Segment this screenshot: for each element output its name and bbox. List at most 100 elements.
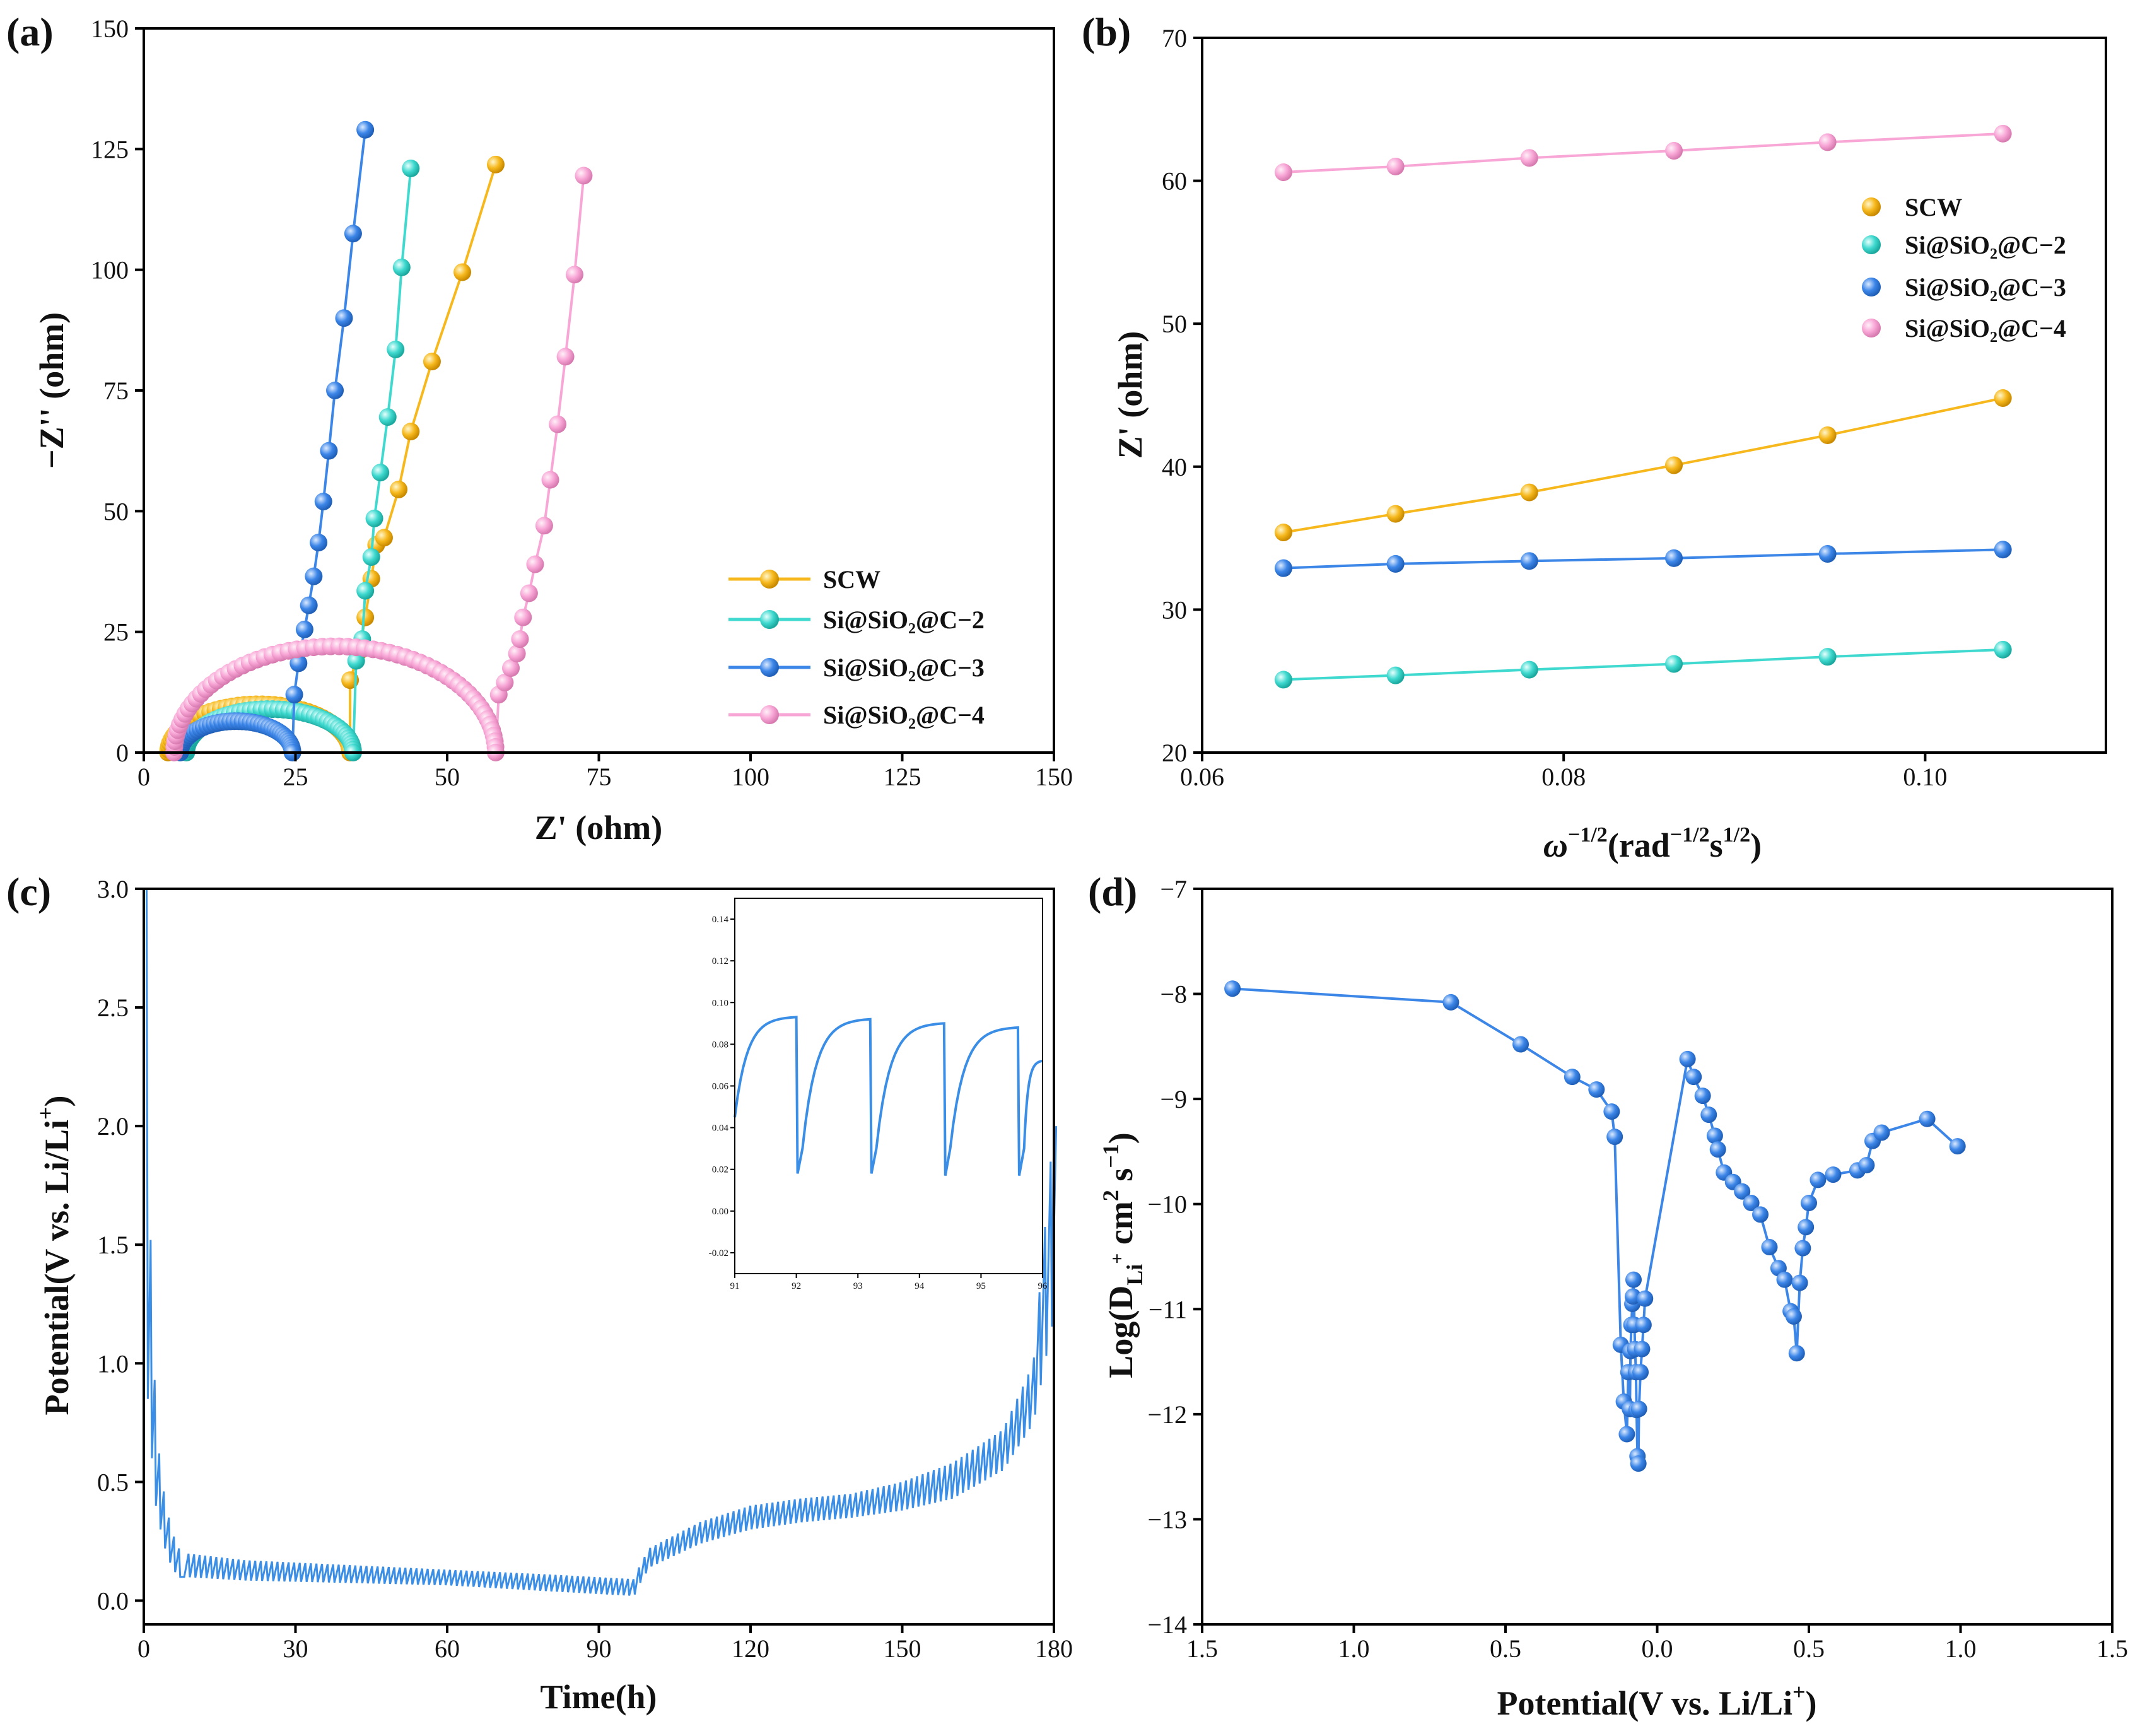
diffusion-point (1625, 1288, 1642, 1305)
gitt-inset-y-tick-label: -0.02 (709, 1248, 728, 1258)
diffusion-frame (1201, 888, 2114, 1626)
randles-y-tick-label: 60 (1162, 167, 1187, 196)
nyquist-y-tick-label: 0 (116, 739, 129, 767)
gitt-y-tick-label: 3.0 (97, 875, 129, 903)
gitt-inset-x-tick-label: 91 (730, 1281, 740, 1291)
diffusion-ticks: 1.5 1.0 0.5 0.0 0.5 1.0 1.5−14−13−12−11−10−9−8… (1147, 875, 2128, 1663)
gitt-inset-x-tick-label: 93 (853, 1281, 863, 1291)
nyquist-plot-area (159, 120, 593, 761)
randles-y-tick-label: 30 (1162, 595, 1187, 624)
randles-ticks: 0.06 0.08 0.10 20 30 40 50 60 70 (1162, 24, 1947, 791)
diffusion-point (1858, 1157, 1875, 1174)
nyquist-y-tick-label: 75 (103, 377, 129, 405)
diffusion-point (1635, 1317, 1652, 1334)
randles-point-scw (1386, 505, 1405, 523)
randles-y-tick-label: 70 (1162, 24, 1187, 52)
gitt-y-axis-title: Potential(V vs. Li/Li+) (33, 1095, 76, 1415)
randles-legend-label-scw: SCW (1905, 193, 1962, 221)
nyquist-y-tick-label: 100 (91, 256, 129, 284)
randles-series-line-si-sio-c-3 (1283, 548, 2003, 570)
gitt-x-tick-label: 150 (884, 1634, 921, 1663)
diffusion-x-sup: + (1792, 1679, 1806, 1704)
gitt-x-axis-title: Time(h) (541, 1678, 657, 1716)
diffusion-point (1606, 1129, 1623, 1146)
nyquist-point-si-sio-c-4 (526, 555, 544, 573)
randles-y-tick-label: 40 (1162, 453, 1187, 481)
randles-x-rad-sup: −1/2 (1670, 823, 1710, 847)
nyquist-point-si-sio-c-3 (320, 442, 338, 460)
diffusion-point (1224, 980, 1241, 997)
randles-point-si-sio-c-4 (1818, 133, 1837, 151)
gitt-inset-y-tick-label: 0.10 (712, 998, 728, 1008)
randles-x-tick-label: 0.06 (1180, 763, 1224, 791)
randles-legend-marker-c3 (1862, 278, 1881, 296)
diffusion-y-tick-label: −7 (1160, 875, 1187, 903)
randles-x-s: s (1710, 826, 1723, 864)
randles-point-si-sio-c-3 (1386, 554, 1405, 573)
gitt-inset-y-tick-label: 0.14 (712, 915, 729, 925)
gitt-y-tick-label: 0.0 (97, 1586, 129, 1615)
nyquist-point-si-sio-c-2 (387, 340, 405, 358)
diffusion-point (1743, 1195, 1760, 1212)
diffusion-x-tick-label: 0.5 (1490, 1634, 1521, 1663)
diffusion-point (1791, 1274, 1808, 1291)
diffusion-point (1776, 1271, 1793, 1288)
diffusion-x-close: ) (1806, 1684, 1817, 1722)
diffusion-point (1630, 1400, 1647, 1417)
diffusion-point (1801, 1195, 1817, 1212)
panel-label-c: (c) (6, 869, 51, 914)
diffusion-point (1785, 1308, 1802, 1325)
diffusion-point (1709, 1141, 1726, 1158)
diffusion-y-tick-label: −14 (1147, 1610, 1187, 1639)
diffusion-point (1603, 1103, 1620, 1120)
nyquist-point-si-sio-c-2 (365, 509, 383, 527)
randles-x-tick-label: 0.08 (1541, 763, 1586, 791)
diffusion-y-tick-label: −12 (1147, 1400, 1187, 1429)
nyquist-chart: 0 25 50 75 100 125 150 0 25 50 75 100 125 150 Z' (ohm… (33, 15, 1073, 847)
randles-frame (1201, 37, 2107, 754)
randles-legend-marker-c4 (1862, 319, 1881, 337)
randles-point-si-sio-c-4 (1386, 157, 1405, 175)
legend-label-c3: Si@SiO₂@C−3 (823, 654, 985, 682)
nyquist-point-si-sio-c-4 (502, 659, 520, 677)
diffusion-point (1873, 1124, 1890, 1141)
diffusion-y-subsup: + (1107, 1253, 1128, 1264)
legend-marker-c3 (760, 658, 779, 677)
diffusion-x-axis-title: Potential(V vs. Li/Li+) (1497, 1679, 1816, 1722)
gitt-plot-area (144, 888, 1058, 1596)
panel-label-d: (d) (1088, 869, 1137, 914)
randles-point-si-sio-c-2 (1520, 660, 1538, 679)
gitt-x-tick-label: 0 (137, 1634, 150, 1663)
nyquist-x-tick-label: 125 (884, 763, 921, 791)
nyquist-point-si-sio-c-2 (378, 408, 397, 426)
nyquist-legend: SCW Si@SiO₂@C−2 Si@SiO₂@C−3 Si@SiO₂@C−4 (728, 565, 985, 729)
gitt-inset: 91 92 93 94 95 96 -0.02 0.00 0.02 0.04 0.06 0.08 0.1… (709, 898, 1048, 1291)
randles-point-scw (1665, 456, 1683, 474)
randles-point-si-sio-c-4 (1665, 142, 1683, 160)
diffusion-y-close: ) (1102, 1132, 1140, 1144)
diffusion-point (1618, 1426, 1635, 1443)
nyquist-point-si-sio-c-4 (549, 415, 567, 433)
diffusion-y-tick-label: −8 (1160, 980, 1187, 1009)
nyquist-point-si-sio-c-4 (520, 584, 538, 602)
nyquist-point-si-sio-c-4 (541, 471, 559, 489)
randles-point-si-sio-c-3 (1818, 545, 1837, 563)
gitt-inset-y-tick-label: 0.00 (712, 1207, 728, 1217)
nyquist-x-tick-label: 100 (732, 763, 769, 791)
nyquist-point-si-sio-c-3 (289, 654, 308, 672)
diffusion-y-sub: Li (1122, 1264, 1147, 1286)
nyquist-x-tick-label: 50 (435, 763, 460, 791)
legend-label-c4: Si@SiO₂@C−4 (823, 701, 985, 729)
diffusion-x-tick-label: 1.0 (1945, 1634, 1977, 1663)
randles-x-omega-sup: −1/2 (1568, 823, 1608, 847)
randles-legend-label-c3: Si@SiO₂@C−3 (1905, 273, 2066, 302)
diffusion-point (1512, 1036, 1529, 1053)
diffusion-point (1694, 1088, 1711, 1105)
nyquist-point-si-sio-c-3 (314, 493, 332, 511)
diffusion-point (1634, 1340, 1651, 1358)
nyquist-point-si-sio-c-3 (295, 620, 313, 638)
nyquist-point-si-sio-c-4 (556, 348, 575, 366)
nyquist-point-si-sio-c-2 (402, 159, 420, 177)
nyquist-point-si-sio-c-4 (514, 608, 532, 626)
